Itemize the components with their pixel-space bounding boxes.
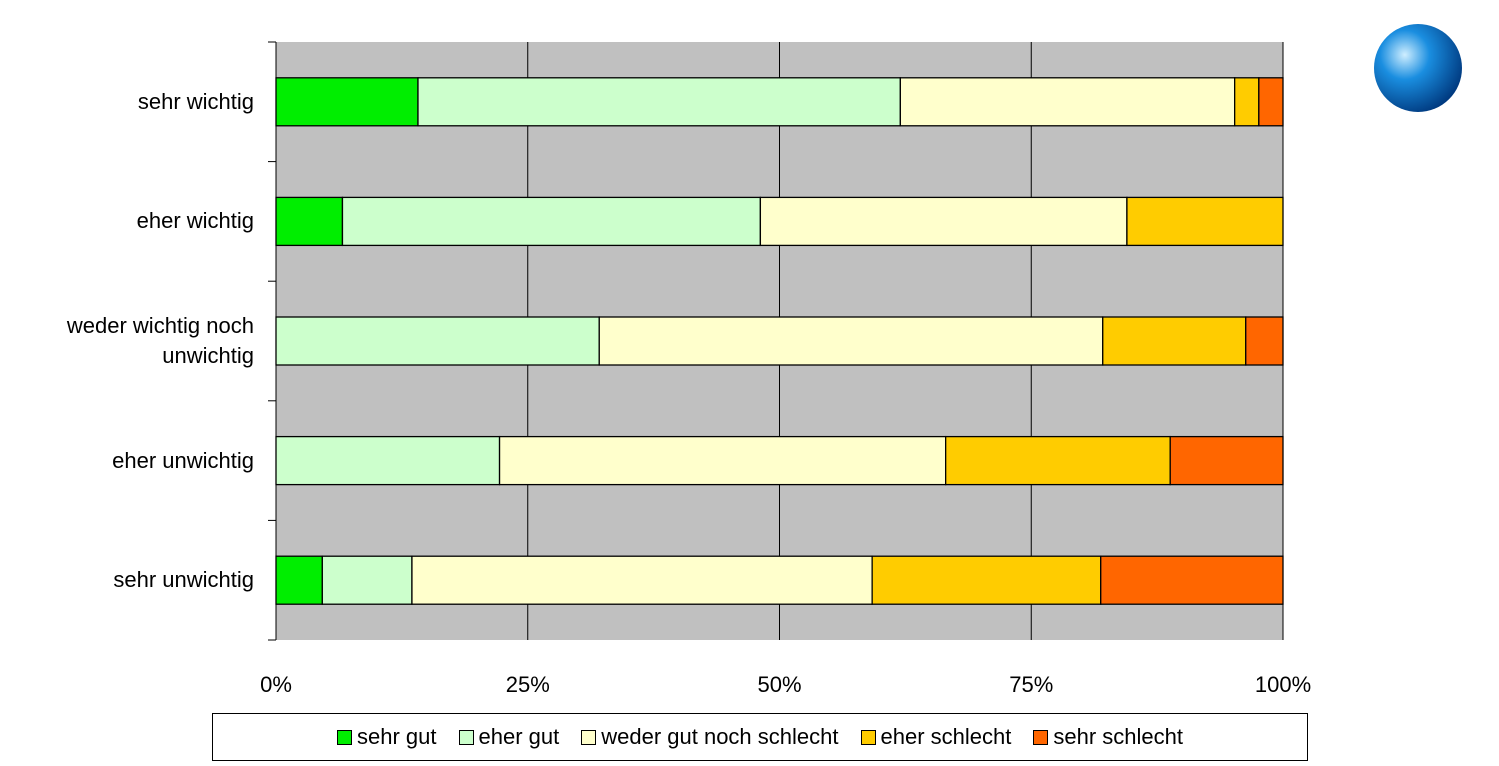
- chart: 0% 25% 50% 75% 100% sehr gut eher gut weder gu…: [0, 0, 1499, 766]
- legend-label: weder gut noch schlecht: [601, 724, 838, 750]
- bar-segment: [322, 556, 412, 604]
- bar-segment: [500, 437, 946, 485]
- bar-segment: [1103, 317, 1246, 365]
- bar-segment: [1170, 437, 1283, 485]
- x-tick-label: 50%: [757, 672, 801, 697]
- x-tick-label: 75%: [1009, 672, 1053, 697]
- bar-segment: [276, 556, 322, 604]
- legend-item: sehr schlecht: [1033, 724, 1183, 750]
- bar-segment: [276, 197, 342, 245]
- legend-swatch: [581, 730, 596, 745]
- legend-swatch: [459, 730, 474, 745]
- y-tick-label: eher wichtig: [4, 206, 254, 236]
- legend-item: eher schlecht: [861, 724, 1012, 750]
- y-tick-label: eher unwichtig: [4, 446, 254, 476]
- bar-segment: [276, 437, 500, 485]
- legend: sehr gut eher gut weder gut noch schlecht e…: [212, 713, 1308, 761]
- bar-segment: [1101, 556, 1283, 604]
- bar-segment: [342, 197, 760, 245]
- bar-segment: [276, 78, 418, 126]
- bar-segment: [1259, 78, 1283, 126]
- bar-segment: [276, 317, 599, 365]
- bar-segment: [1246, 317, 1283, 365]
- bar-segment: [946, 437, 1171, 485]
- bar-segment: [1127, 197, 1283, 245]
- x-tick-label: 0%: [260, 672, 292, 697]
- bar-segment: [900, 78, 1234, 126]
- legend-swatch: [1033, 730, 1048, 745]
- y-tick-label: weder wichtig noch unwichtig: [4, 311, 254, 371]
- legend-label: sehr gut: [357, 724, 437, 750]
- legend-item: eher gut: [459, 724, 560, 750]
- bar-segment: [872, 556, 1101, 604]
- legend-label: sehr schlecht: [1053, 724, 1183, 750]
- bar-segment: [599, 317, 1103, 365]
- logo: [1374, 24, 1462, 112]
- x-tick-label: 25%: [506, 672, 550, 697]
- y-tick-label: sehr unwichtig: [4, 565, 254, 595]
- legend-item: sehr gut: [337, 724, 437, 750]
- legend-swatch: [337, 730, 352, 745]
- bar-segment: [760, 197, 1127, 245]
- bar-segment: [418, 78, 900, 126]
- bar-segment: [1235, 78, 1259, 126]
- legend-label: eher gut: [479, 724, 560, 750]
- legend-label: eher schlecht: [881, 724, 1012, 750]
- legend-swatch: [861, 730, 876, 745]
- y-tick-label: sehr wichtig: [4, 87, 254, 117]
- legend-item: weder gut noch schlecht: [581, 724, 838, 750]
- bar-segment: [412, 556, 872, 604]
- x-tick-label: 100%: [1255, 672, 1311, 697]
